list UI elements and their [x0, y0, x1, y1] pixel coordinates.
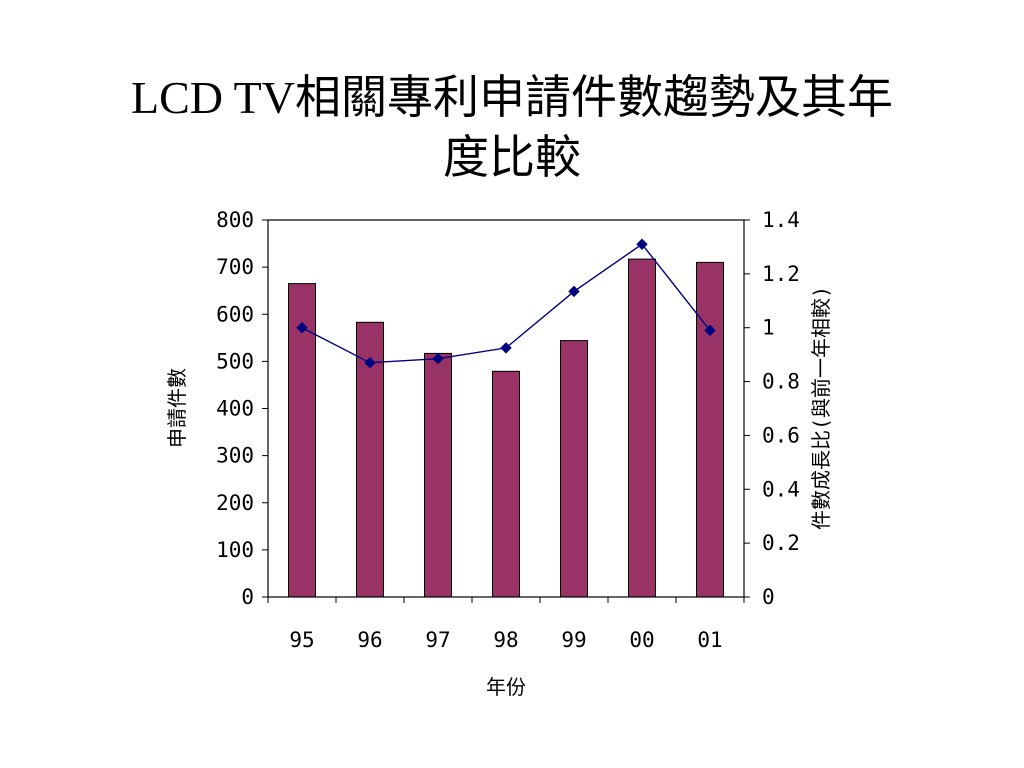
- slide-title: LCD TV相關專利申請件數趨勢及其年 度比較: [62, 68, 962, 188]
- y2-tick-label: 0.6: [762, 423, 800, 447]
- y2-tick-label: 0: [762, 585, 775, 609]
- growth-ratio-line: [301, 243, 711, 364]
- y-tick-label: 300: [216, 444, 254, 468]
- y-tick-label: 0: [241, 585, 254, 609]
- bar-01: [696, 261, 724, 598]
- x-tick-label: 98: [493, 628, 518, 652]
- axes-layer: [262, 219, 750, 603]
- y2-axis-title: 件數成長比(與前一年相較): [809, 286, 833, 530]
- bar-00: [628, 258, 656, 598]
- x-tick-label: 96: [357, 628, 382, 652]
- bar-97: [424, 352, 452, 598]
- y2-tick-label: 0.4: [762, 477, 800, 501]
- line-layer: [296, 238, 716, 369]
- bars-layer: [288, 258, 724, 598]
- y-tick-label: 700: [216, 255, 254, 279]
- line-point-01: [704, 324, 716, 337]
- line-point-99: [568, 285, 580, 298]
- line-point-98: [500, 342, 512, 354]
- x-axis-title: 年份: [486, 675, 526, 699]
- plot-frame: [267, 219, 745, 598]
- y-tick-label: 600: [216, 302, 254, 326]
- line-point-00: [636, 238, 648, 250]
- x-tick-label: 97: [425, 628, 450, 652]
- y-axis-title: 申請件數: [165, 368, 189, 448]
- x-tick-label: 95: [289, 628, 314, 652]
- labels-layer: 年份 申請件數 件數成長比(與前一年相較) 010020030040050060…: [165, 208, 833, 699]
- line-point-96: [364, 357, 376, 369]
- x-tick-label: 99: [561, 628, 586, 652]
- bar-96: [356, 321, 384, 598]
- y-tick-label: 100: [216, 538, 254, 562]
- slide-title-line-2: 度比較: [443, 132, 581, 183]
- y-tick-label: 400: [216, 397, 254, 421]
- x-tick-label: 00: [629, 628, 654, 652]
- bar-95: [288, 283, 316, 598]
- y-tick-label: 500: [216, 349, 254, 373]
- x-tick-label: 01: [697, 628, 722, 652]
- bar-98: [492, 370, 520, 598]
- y2-tick-label: 1.4: [762, 208, 800, 232]
- y2-tick-label: 0.8: [762, 370, 800, 394]
- line-point-97: [432, 352, 444, 365]
- slide-title-line-1: LCD TV相關專利申請件數趨勢及其年: [131, 72, 893, 123]
- y-tick-label: 800: [216, 208, 254, 232]
- y2-tick-label: 0.2: [762, 531, 800, 555]
- y2-tick-label: 1.2: [762, 262, 800, 286]
- y-tick-label: 200: [216, 491, 254, 515]
- bar-99: [560, 340, 588, 598]
- y2-tick-label: 1: [762, 316, 775, 340]
- line-point-95: [296, 322, 308, 334]
